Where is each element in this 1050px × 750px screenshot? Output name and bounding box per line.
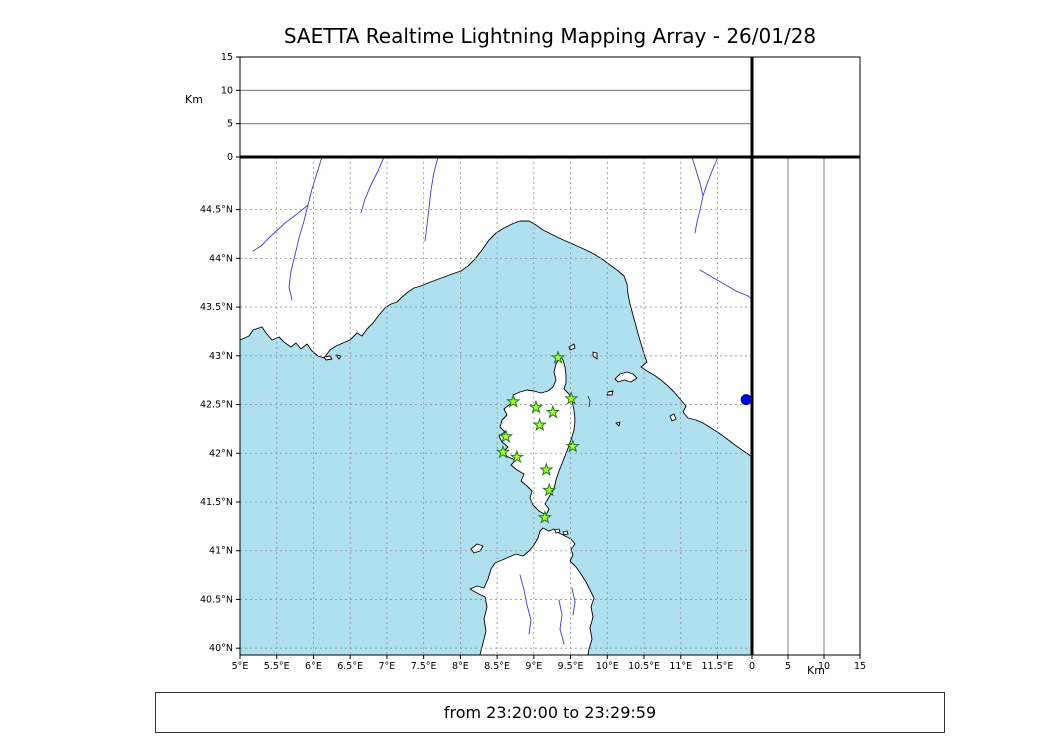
- blue-dot-marker: [740, 394, 752, 406]
- top-panel-unit-label: Km: [185, 93, 203, 106]
- rivers: [252, 157, 752, 645]
- river: [694, 195, 704, 234]
- station-marker: [509, 449, 525, 464]
- lon-tick-label: 6°E: [305, 661, 322, 672]
- station-marker: [495, 444, 511, 459]
- island-pianosa: [606, 390, 614, 396]
- coastline-corsica: [498, 355, 576, 516]
- river: [558, 599, 565, 645]
- island-maddalena-2: [562, 530, 569, 536]
- axis-labels: 5°E 5.5°E 6°E 6.5°E 7°E 7.5°E 8°E 8.5°E 9°E 9.5°E…: [200, 52, 866, 672]
- top-panel-frame: [239, 56, 753, 158]
- lon-tick-label: 11.5°E: [702, 661, 734, 672]
- lon-tick-label: 5.5°E: [264, 661, 290, 672]
- alt-tick-label: 5: [785, 661, 791, 672]
- river: [360, 157, 385, 214]
- lon-tick-label: 7°E: [379, 661, 396, 672]
- lon-tick-label: 10°E: [596, 661, 619, 672]
- lat-tick-label: 44°N: [209, 253, 233, 264]
- river: [702, 157, 719, 197]
- alt-tick-label: 5: [227, 119, 233, 130]
- station-marker: [539, 462, 554, 476]
- alt-tick-label: 15: [221, 52, 233, 63]
- river: [699, 269, 752, 300]
- lon-tick-label: 5°E: [232, 661, 249, 672]
- time-range-text: from 23:20:00 to 23:29:59: [443, 703, 657, 722]
- river: [519, 574, 532, 635]
- river: [252, 204, 309, 252]
- lagoon-mark: [587, 395, 591, 408]
- station-marker: [542, 482, 557, 497]
- alt-tick-label: 10: [221, 85, 233, 96]
- corner-panel-frame: [751, 56, 861, 158]
- lat-tick-label: 43.5°N: [200, 302, 233, 313]
- lon-tick-label: 10.5°E: [628, 661, 660, 672]
- land-group: [240, 157, 752, 655]
- figure-title: SAETTA Realtime Lightning Mapping Array …: [283, 24, 817, 48]
- lat-tick-label: 40.5°N: [200, 594, 233, 605]
- lon-tick-label: 8.5°E: [484, 661, 510, 672]
- side-panel-frame: [751, 156, 861, 656]
- lat-tick-label: 41°N: [209, 546, 233, 557]
- alt-tick-label: 10: [818, 661, 830, 672]
- river: [691, 157, 704, 197]
- lat-tick-label: 40°N: [209, 643, 233, 654]
- station-marker: [565, 438, 580, 453]
- alt-tick-label: 0: [749, 661, 755, 672]
- island-montecristo: [615, 421, 621, 427]
- island-porquerolles: [323, 355, 333, 361]
- station-marker: [545, 404, 561, 419]
- lat-tick-label: 43°N: [209, 351, 233, 362]
- coastline-mainland: [240, 157, 752, 458]
- island-giglio: [669, 413, 677, 422]
- alt-tick-label: 15: [854, 661, 866, 672]
- lat-tick-label: 41.5°N: [200, 497, 233, 508]
- markers-layer: [495, 350, 752, 524]
- lon-tick-label: 8°E: [452, 661, 469, 672]
- lon-tick-label: 7.5°E: [411, 661, 437, 672]
- time-range-box: from 23:20:00 to 23:29:59: [155, 692, 945, 733]
- station-marker: [528, 399, 544, 414]
- alt-tick-label: 0: [227, 152, 233, 163]
- station-marker: [506, 394, 521, 408]
- station-marker: [498, 429, 514, 443]
- river: [424, 157, 439, 242]
- lon-tick-label: 9°E: [525, 661, 542, 672]
- station-marker: [550, 350, 566, 364]
- panel-frames: [239, 56, 861, 656]
- island-elba: [614, 371, 638, 383]
- right-panel-unit-label: Km: [807, 664, 825, 677]
- lon-tick-label: 11°E: [669, 661, 692, 672]
- coastline-sardinia: [469, 527, 595, 655]
- lon-tick-label: 9.5°E: [558, 661, 584, 672]
- lon-tick-label: 6.5°E: [337, 661, 363, 672]
- lat-tick-label: 44.5°N: [200, 205, 233, 216]
- station-marker: [532, 417, 547, 432]
- river: [571, 587, 576, 616]
- river: [288, 157, 323, 301]
- station-marker: [537, 510, 553, 524]
- lat-tick-label: 42.5°N: [200, 400, 233, 411]
- station-marker: [564, 391, 579, 405]
- map-gridlines: [240, 157, 752, 655]
- island-maddalena-1: [554, 528, 561, 534]
- island-levant: [335, 354, 342, 360]
- panel-gridlines: [240, 89, 825, 655]
- lat-tick-label: 42°N: [209, 448, 233, 459]
- axis-ticks: [236, 56, 861, 659]
